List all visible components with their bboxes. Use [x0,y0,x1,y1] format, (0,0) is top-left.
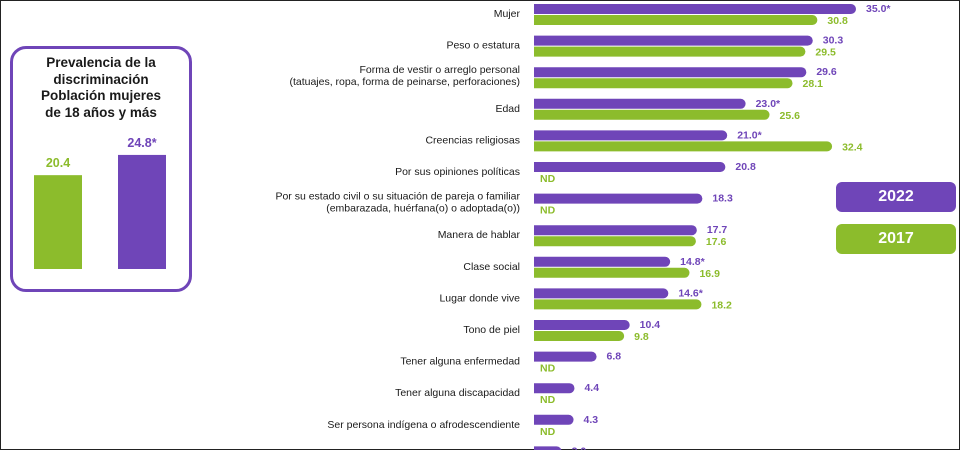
bar-2022 [534,4,856,14]
value-label-2017: ND [540,363,556,375]
value-label-2022: 17.7 [707,224,728,236]
value-label-2022: 21.0* [737,129,762,141]
value-label-2022: 18.3 [712,193,733,205]
bar-2022 [534,320,630,330]
value-label-2017: 32.4 [842,141,863,153]
value-label-2017: ND [540,426,556,438]
summary-title-line: discriminación [53,71,149,87]
value-label-2017: 16.9 [699,268,720,280]
value-label-2022: 4.4 [584,382,599,394]
value-label-2022: 14.8* [680,256,705,268]
value-label-2022: 6.8 [607,351,622,363]
value-label-2017: 17.6 [706,236,727,248]
value-label-2022: 29.6 [816,66,837,78]
category-label: Tono de piel [463,324,520,336]
bar-2022 [534,288,669,299]
value-label-2017: 9.8 [634,331,649,343]
category-label: Forma de vestir o arreglo personal [360,64,521,76]
value-label-2017: ND [540,205,556,217]
bar-2017 [534,46,806,57]
category-label: Tener alguna discapacidad [395,387,520,399]
category-label: Por sus opiniones políticas [395,166,520,178]
bar-2022 [534,162,726,172]
bar-2022 [534,193,703,204]
summary-bar-2017 [34,175,82,269]
value-label-2022: 3.0 [572,445,587,450]
bar-2017 [534,141,833,152]
value-label-2022: 10.4 [640,319,661,331]
value-label-2017: 18.2 [711,299,732,311]
category-label: Mujer [494,8,521,20]
summary-value-2017: 20.4 [46,156,70,170]
bar-2022 [534,414,574,425]
value-label-2017: 30.8 [827,15,848,27]
category-label: Lugar donde vive [439,292,520,304]
category-label: Creencias religiosas [425,134,520,146]
bar-2017 [534,109,770,120]
bar-2022 [534,98,746,109]
value-label-2022: 23.0* [756,98,781,110]
summary-title-line: Prevalencia de la [46,55,156,70]
category-label: Peso o estatura [446,40,520,52]
bar-2022 [534,130,728,141]
bar-2017 [534,331,625,341]
summary-value-2022: 24.8* [127,136,156,150]
bar-2017 [534,78,793,89]
value-label-2017: ND [540,173,556,185]
bar-2022 [534,446,562,450]
category-label: Por su estado civil o su situación de pa… [275,191,520,203]
legend-2022: 2022 [836,182,956,212]
summary-title: Prevalencia de la discriminación Poblaci… [13,55,189,121]
value-label-2022: 35.0* [866,3,891,15]
bar-2022 [534,256,671,267]
bar-2022 [534,67,807,78]
bar-2022 [534,351,597,362]
summary-bar-2022 [118,154,166,269]
summary-title-line: de 18 años y más [45,104,157,120]
value-label-2022: 20.8 [735,161,756,173]
value-label-2022: 14.6* [678,287,703,299]
bar-2022 [534,383,575,394]
bar-2017 [534,15,818,25]
value-label-2022: 4.3 [584,414,599,426]
category-label: (embarazada, huérfana(o) o adoptada(o)) [326,203,520,215]
summary-title-line: Población mujeres [40,88,162,103]
bar-2017 [534,236,696,247]
category-label: (tatuajes, ropa, forma de peinarse, perf… [289,76,520,88]
legend-2017: 2017 [836,224,956,254]
bar-2022 [534,225,697,236]
category-label: Ser persona indígena o afrodescendiente [327,419,520,431]
category-label: Manera de hablar [438,229,521,241]
category-label: Clase social [463,261,520,273]
category-label: Tener alguna enfermedad [400,356,520,368]
value-label-2017: 25.6 [780,110,801,122]
value-label-2022: 30.3 [823,35,844,47]
value-label-2017: ND [540,394,556,406]
bar-2022 [534,35,813,46]
bar-2017 [534,299,702,310]
value-label-2017: 28.1 [803,78,824,90]
bar-2017 [534,267,690,278]
category-label: Edad [495,103,520,115]
value-label-2017: 29.5 [815,47,836,59]
